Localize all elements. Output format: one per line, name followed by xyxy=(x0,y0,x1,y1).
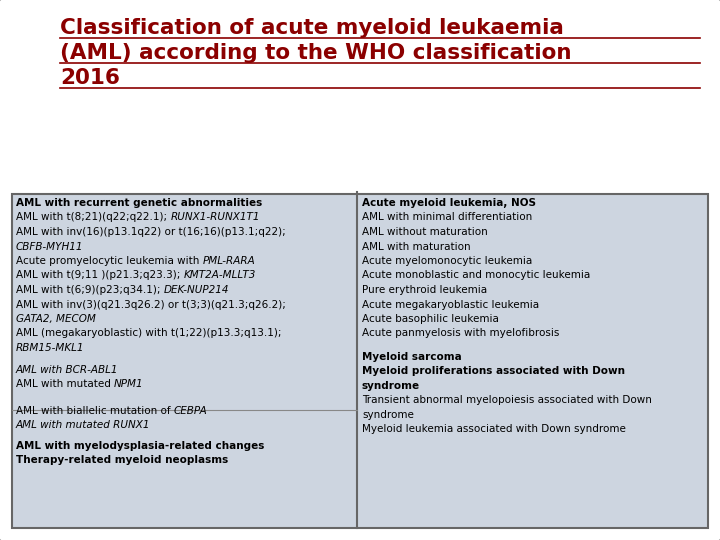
Text: KMT2A-MLLT3: KMT2A-MLLT3 xyxy=(184,271,256,280)
Text: Therapy-related myeloid neoplasms: Therapy-related myeloid neoplasms xyxy=(16,455,228,465)
Text: AML with inv(16)(p13.1q22) or t(16;16)(p13.1;q22);: AML with inv(16)(p13.1q22) or t(16;16)(p… xyxy=(16,227,286,237)
Text: AML with inv(3)(q21.3q26.2) or t(3;3)(q21.3;q26.2);: AML with inv(3)(q21.3q26.2) or t(3;3)(q2… xyxy=(16,300,286,309)
Text: Pure erythroid leukemia: Pure erythroid leukemia xyxy=(362,285,487,295)
Text: AML with recurrent genetic abnormalities: AML with recurrent genetic abnormalities xyxy=(16,198,262,208)
Text: Myeloid proliferations associated with Down: Myeloid proliferations associated with D… xyxy=(362,366,625,376)
Text: RUNX1-RUNX1T1: RUNX1-RUNX1T1 xyxy=(171,213,260,222)
Text: AML with t(8;21)(q22;q22.1);: AML with t(8;21)(q22;q22.1); xyxy=(16,213,171,222)
Text: DEK-NUP214: DEK-NUP214 xyxy=(163,285,229,295)
Text: Acute megakaryoblastic leukemia: Acute megakaryoblastic leukemia xyxy=(362,300,539,309)
Text: Acute panmyelosis with myelofibrosis: Acute panmyelosis with myelofibrosis xyxy=(362,328,559,339)
Text: AML with myelodysplasia-related changes: AML with myelodysplasia-related changes xyxy=(16,441,264,451)
Text: Myeloid leukemia associated with Down syndrome: Myeloid leukemia associated with Down sy… xyxy=(362,424,626,434)
Text: AML with mutated: AML with mutated xyxy=(16,379,114,389)
Text: AML with biallelic mutation of: AML with biallelic mutation of xyxy=(16,406,174,416)
Text: PML-RARA: PML-RARA xyxy=(202,256,256,266)
Text: CBFB-MYH11: CBFB-MYH11 xyxy=(16,241,84,252)
Text: AML without maturation: AML without maturation xyxy=(362,227,487,237)
Text: AML with maturation: AML with maturation xyxy=(362,241,471,252)
Text: AML with mutated RUNX1: AML with mutated RUNX1 xyxy=(16,421,150,430)
Text: Acute myelomonocytic leukemia: Acute myelomonocytic leukemia xyxy=(362,256,532,266)
Text: Transient abnormal myelopoiesis associated with Down: Transient abnormal myelopoiesis associat… xyxy=(362,395,652,405)
Text: Acute promyelocytic leukemia with: Acute promyelocytic leukemia with xyxy=(16,256,202,266)
Text: syndrome: syndrome xyxy=(362,381,420,391)
Text: (AML) according to the WHO classification: (AML) according to the WHO classificatio… xyxy=(60,43,572,63)
Text: Acute monoblastic and monocytic leukemia: Acute monoblastic and monocytic leukemia xyxy=(362,271,590,280)
Text: syndrome: syndrome xyxy=(362,410,414,420)
Text: AML with t(6;9)(p23;q34.1);: AML with t(6;9)(p23;q34.1); xyxy=(16,285,163,295)
Text: NPM1: NPM1 xyxy=(114,379,144,389)
Text: Acute basophilic leukemia: Acute basophilic leukemia xyxy=(362,314,499,324)
Text: GATA2, MECOM: GATA2, MECOM xyxy=(16,314,96,324)
Text: 2016: 2016 xyxy=(60,68,120,88)
Text: Classification of acute myeloid leukaemia: Classification of acute myeloid leukaemi… xyxy=(60,18,564,38)
Text: AML (megakaryoblastic) with t(1;22)(p13.3;q13.1);: AML (megakaryoblastic) with t(1;22)(p13.… xyxy=(16,328,282,339)
Text: RBM15-MKL1: RBM15-MKL1 xyxy=(16,343,84,353)
Text: AML with minimal differentiation: AML with minimal differentiation xyxy=(362,213,532,222)
Text: AML with BCR-ABL1: AML with BCR-ABL1 xyxy=(16,364,119,375)
Text: CEBPA: CEBPA xyxy=(174,406,207,416)
Text: AML with t(9;11 )(p21.3;q23.3);: AML with t(9;11 )(p21.3;q23.3); xyxy=(16,271,184,280)
Bar xyxy=(12,194,708,528)
Text: Myeloid sarcoma: Myeloid sarcoma xyxy=(362,352,462,362)
Text: Acute myeloid leukemia, NOS: Acute myeloid leukemia, NOS xyxy=(362,198,536,208)
